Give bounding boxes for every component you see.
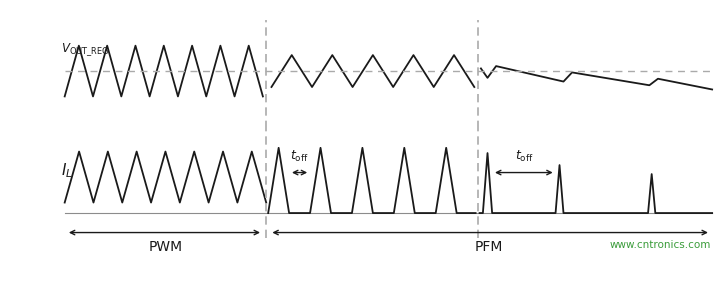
Text: $t_\mathrm{off}$: $t_\mathrm{off}$: [515, 148, 533, 164]
Text: $\mathit{V}_\mathrm{OUT\_REG}$: $\mathit{V}_\mathrm{OUT\_REG}$: [62, 41, 110, 58]
Text: www.cntronics.com: www.cntronics.com: [609, 240, 711, 250]
Text: $\mathit{I}_L$: $\mathit{I}_L$: [62, 161, 73, 180]
Text: $t_\mathrm{off}$: $t_\mathrm{off}$: [290, 148, 309, 164]
Text: PWM: PWM: [149, 240, 183, 254]
Text: PFM: PFM: [475, 240, 503, 254]
